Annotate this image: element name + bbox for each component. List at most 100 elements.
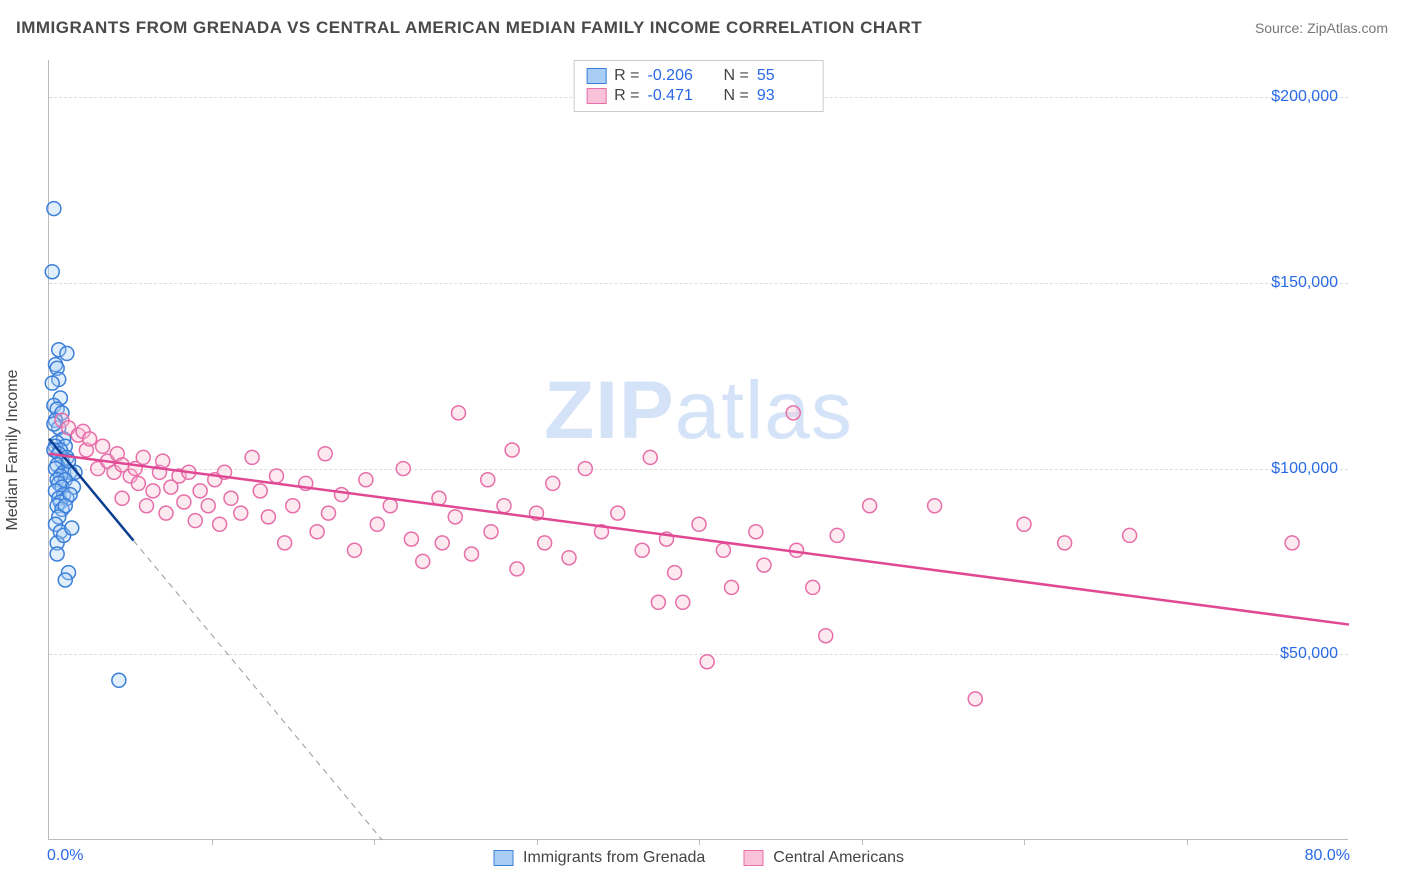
data-point — [359, 473, 373, 487]
n-value-central: 93 — [757, 87, 811, 105]
n-label: N = — [724, 67, 749, 85]
data-point — [140, 499, 154, 513]
data-point — [112, 673, 126, 687]
data-point — [396, 462, 410, 476]
legend-row-central: R = -0.471 N = 93 — [586, 87, 811, 105]
data-point — [863, 499, 877, 513]
data-point — [270, 469, 284, 483]
data-point — [435, 536, 449, 550]
data-point — [749, 525, 763, 539]
data-point — [96, 439, 110, 453]
data-point — [562, 551, 576, 565]
data-point — [716, 543, 730, 557]
data-point — [786, 406, 800, 420]
data-point — [234, 506, 248, 520]
data-point — [193, 484, 207, 498]
scatter-chart: ZIPatlas $50,000$100,000$150,000$200,000… — [48, 60, 1348, 840]
r-label: R = — [614, 67, 639, 85]
r-value-grenada: -0.206 — [648, 67, 702, 85]
x-tick — [212, 839, 213, 845]
x-tick — [1024, 839, 1025, 845]
data-point — [692, 517, 706, 531]
data-point — [968, 692, 982, 706]
data-point — [261, 510, 275, 524]
data-point — [318, 447, 332, 461]
data-point — [806, 580, 820, 594]
data-point — [1017, 517, 1031, 531]
data-point — [830, 528, 844, 542]
data-point — [546, 476, 560, 490]
data-point — [348, 543, 362, 557]
correlation-legend: R = -0.206 N = 55 R = -0.471 N = 93 — [573, 60, 824, 112]
data-point — [224, 491, 238, 505]
swatch-central — [586, 88, 606, 104]
x-axis-end-label: 80.0% — [1305, 847, 1350, 865]
data-point — [146, 484, 160, 498]
data-point — [481, 473, 495, 487]
data-point — [201, 499, 215, 513]
data-point — [188, 514, 202, 528]
data-point — [1058, 536, 1072, 550]
data-point — [578, 462, 592, 476]
data-point — [404, 532, 418, 546]
swatch-grenada — [586, 68, 606, 84]
data-point — [65, 521, 79, 535]
swatch-grenada-bottom — [493, 850, 513, 866]
source-attribution: Source: ZipAtlas.com — [1255, 20, 1388, 36]
data-point — [335, 488, 349, 502]
data-point — [510, 562, 524, 576]
x-tick — [1187, 839, 1188, 845]
data-point — [213, 517, 227, 531]
data-point — [448, 510, 462, 524]
data-point — [505, 443, 519, 457]
data-point — [50, 547, 64, 561]
source-name: ZipAtlas.com — [1307, 20, 1388, 36]
x-tick — [862, 839, 863, 845]
plot-svg — [49, 60, 1348, 839]
data-point — [115, 491, 129, 505]
data-point — [253, 484, 267, 498]
data-point — [452, 406, 466, 420]
data-point — [83, 432, 97, 446]
data-point — [45, 376, 59, 390]
swatch-central-bottom — [743, 850, 763, 866]
data-point — [47, 202, 61, 216]
data-point — [635, 543, 649, 557]
data-point — [416, 554, 430, 568]
trend-line-extension — [134, 541, 383, 840]
data-point — [322, 506, 336, 520]
data-point — [60, 346, 74, 360]
trend-line — [49, 454, 1349, 625]
legend-row-grenada: R = -0.206 N = 55 — [586, 67, 811, 85]
r-value-central: -0.471 — [648, 87, 702, 105]
x-axis-start-label: 0.0% — [47, 847, 83, 865]
data-point — [159, 506, 173, 520]
data-point — [278, 536, 292, 550]
data-point — [497, 499, 511, 513]
data-point — [156, 454, 170, 468]
data-point — [1123, 528, 1137, 542]
data-point — [928, 499, 942, 513]
n-value-grenada: 55 — [757, 67, 811, 85]
data-point — [136, 450, 150, 464]
chart-title: IMMIGRANTS FROM GRENADA VS CENTRAL AMERI… — [16, 18, 922, 38]
series-label-central: Central Americans — [773, 849, 904, 867]
data-point — [643, 450, 657, 464]
x-tick — [374, 839, 375, 845]
data-point — [177, 495, 191, 509]
data-point — [45, 265, 59, 279]
data-point — [58, 573, 72, 587]
x-tick — [699, 839, 700, 845]
data-point — [370, 517, 384, 531]
data-point — [676, 595, 690, 609]
data-point — [819, 629, 833, 643]
data-point — [131, 476, 145, 490]
data-point — [245, 450, 259, 464]
data-point — [465, 547, 479, 561]
x-tick — [537, 839, 538, 845]
data-point — [310, 525, 324, 539]
data-point — [611, 506, 625, 520]
data-point — [668, 566, 682, 580]
data-point — [538, 536, 552, 550]
r-label: R = — [614, 87, 639, 105]
